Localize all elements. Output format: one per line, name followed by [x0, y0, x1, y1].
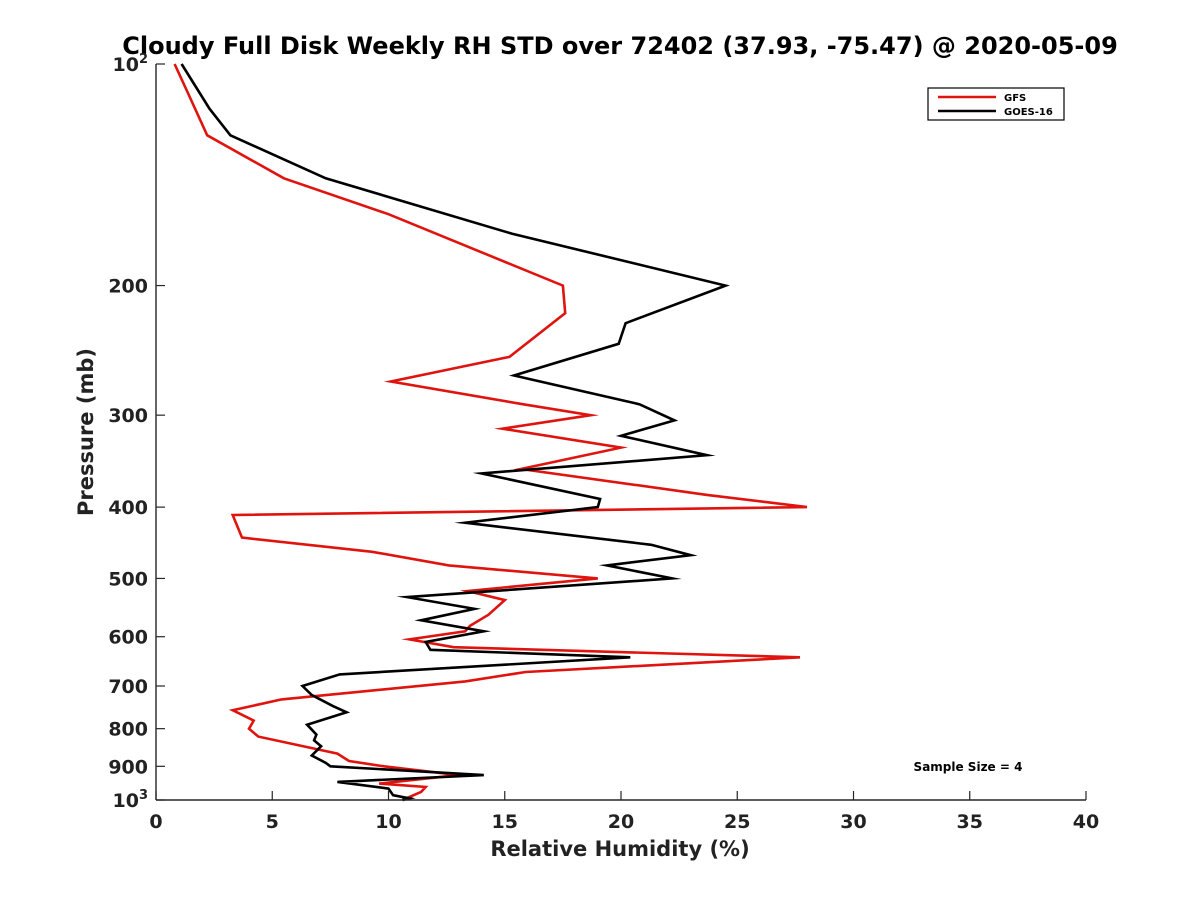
y-tick-label: 300: [108, 405, 148, 427]
x-tick-label: 30: [840, 811, 866, 833]
chart-title: Cloudy Full Disk Weekly RH STD over 7240…: [122, 32, 1118, 60]
x-tick-label: 35: [957, 811, 983, 833]
y-tick-label: 700: [108, 676, 148, 698]
y-tick-label: 800: [108, 719, 148, 741]
y-axis-label: Pressure (mb): [74, 348, 98, 516]
plot-area: [156, 64, 1086, 800]
legend-box: [927, 87, 1065, 121]
x-axis-label: Relative Humidity (%): [490, 837, 749, 861]
x-tick-label: 5: [266, 811, 279, 833]
x-tick-label: 40: [1073, 811, 1099, 833]
ticks-layer: 0 5 10 15 20 25 30 35 40102200300400500600700800…: [108, 52, 1099, 833]
legend-label-gfs: GFS: [1004, 93, 1026, 104]
y-tick-label: 600: [108, 627, 148, 649]
y-tick-label: 200: [108, 276, 148, 298]
y-tick-label: 900: [108, 756, 148, 778]
legend: GFS GOES-16: [927, 87, 1065, 121]
sample-size-annotation: Sample Size = 4: [914, 760, 1023, 774]
series-line-gfs: [173, 63, 808, 802]
y-tick-label: 500: [108, 568, 148, 590]
x-tick-label: 0: [149, 811, 162, 833]
x-tick-label: 15: [492, 811, 518, 833]
series-layer: [173, 63, 808, 802]
legend-label-goes16: GOES-16: [1004, 107, 1053, 118]
series-line-goes-16: [180, 63, 731, 802]
x-tick-label: 10: [375, 811, 401, 833]
x-tick-label: 25: [724, 811, 750, 833]
x-tick-label: 20: [608, 811, 634, 833]
y-tick-label: 400: [108, 497, 148, 519]
